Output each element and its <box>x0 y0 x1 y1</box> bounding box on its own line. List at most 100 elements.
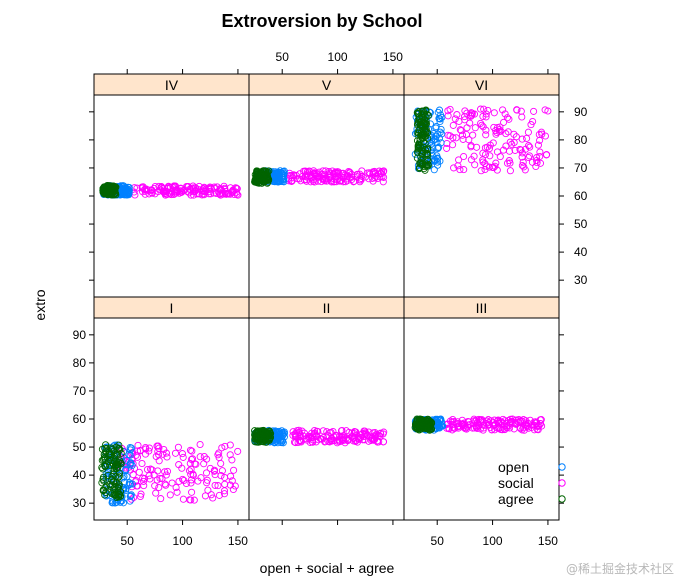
point-open <box>436 423 444 431</box>
point-open <box>126 446 134 454</box>
point-social <box>342 427 350 435</box>
point-social <box>186 459 194 468</box>
point-social <box>451 115 459 123</box>
point-social <box>154 467 162 475</box>
legend-label-agree: agree <box>498 491 534 507</box>
point-social <box>471 161 479 169</box>
point-social <box>147 465 155 473</box>
point-social <box>482 131 490 139</box>
point-social <box>226 441 234 449</box>
point-social <box>477 105 485 113</box>
legend-marker-open <box>558 463 566 471</box>
point-agree <box>100 486 108 494</box>
point-agree <box>257 427 265 435</box>
legend-marker-agree <box>558 495 566 503</box>
point-social <box>466 420 474 429</box>
point-open <box>122 186 130 194</box>
point-social <box>314 427 322 436</box>
point-social <box>524 423 532 431</box>
point-social <box>231 482 239 490</box>
point-social <box>449 141 457 149</box>
point-agree <box>412 420 420 428</box>
point-social <box>161 480 169 488</box>
point-social <box>450 164 458 172</box>
point-open <box>434 130 442 138</box>
point-social <box>190 496 198 504</box>
point-social <box>513 106 521 114</box>
point-agree <box>417 156 425 164</box>
point-agree <box>413 154 421 162</box>
point-social <box>205 190 213 198</box>
points-VI <box>411 105 552 175</box>
point-social <box>469 131 477 139</box>
point-social <box>321 438 329 446</box>
point-open <box>279 437 287 445</box>
point-social <box>542 151 550 159</box>
point-agree <box>424 151 432 160</box>
point-open <box>279 429 287 437</box>
point-social <box>323 177 331 185</box>
point-social <box>218 467 226 475</box>
point-social <box>505 147 514 155</box>
point-social <box>171 449 180 457</box>
point-agree <box>414 142 422 150</box>
point-social <box>460 152 468 161</box>
point-agree <box>259 173 267 181</box>
point-social <box>152 452 160 461</box>
point-social <box>333 439 341 447</box>
point-open <box>437 125 445 133</box>
point-social <box>508 418 516 426</box>
point-agree <box>422 107 430 115</box>
point-social <box>526 416 534 424</box>
points-II <box>251 426 388 447</box>
point-social <box>154 447 162 456</box>
point-open <box>126 443 134 452</box>
point-social <box>135 468 143 476</box>
point-open <box>125 450 133 459</box>
point-social <box>295 429 303 437</box>
y-tick-label: 80 <box>73 356 87 370</box>
point-social <box>524 128 532 136</box>
panel-I: I <box>93 296 250 521</box>
point-social <box>221 473 229 482</box>
x-tick-label: 150 <box>383 50 403 64</box>
point-agree <box>415 129 423 137</box>
point-social <box>468 109 476 117</box>
point-social <box>533 425 541 433</box>
point-social <box>210 466 219 474</box>
point-open <box>436 157 444 165</box>
point-social <box>444 107 452 115</box>
point-agree <box>415 126 423 134</box>
point-social <box>226 481 234 489</box>
point-social <box>534 141 542 149</box>
point-social <box>155 483 163 492</box>
point-social <box>493 166 501 174</box>
point-social <box>350 177 358 185</box>
point-open <box>125 183 133 192</box>
point-social <box>470 152 478 160</box>
point-open <box>122 466 130 474</box>
y-tick-label: 40 <box>73 468 87 482</box>
point-social <box>376 173 384 181</box>
point-social <box>541 106 549 114</box>
chart-title: Extroversion by School <box>221 11 422 31</box>
point-social <box>162 449 170 457</box>
point-social <box>140 477 148 485</box>
x-tick-label: 50 <box>431 534 445 548</box>
point-social <box>179 495 187 503</box>
point-agree <box>98 479 106 487</box>
point-social <box>204 486 212 494</box>
y-tick-label: 40 <box>574 245 588 259</box>
panel-frame-II <box>248 317 405 521</box>
point-agree <box>111 189 119 197</box>
point-social <box>533 154 541 162</box>
point-social <box>172 483 180 492</box>
point-social <box>338 426 346 435</box>
point-social <box>145 444 153 452</box>
point-social <box>163 453 171 461</box>
x-tick-label: 50 <box>121 534 135 548</box>
point-social <box>461 425 469 433</box>
point-social <box>202 469 211 477</box>
point-social <box>368 174 376 182</box>
